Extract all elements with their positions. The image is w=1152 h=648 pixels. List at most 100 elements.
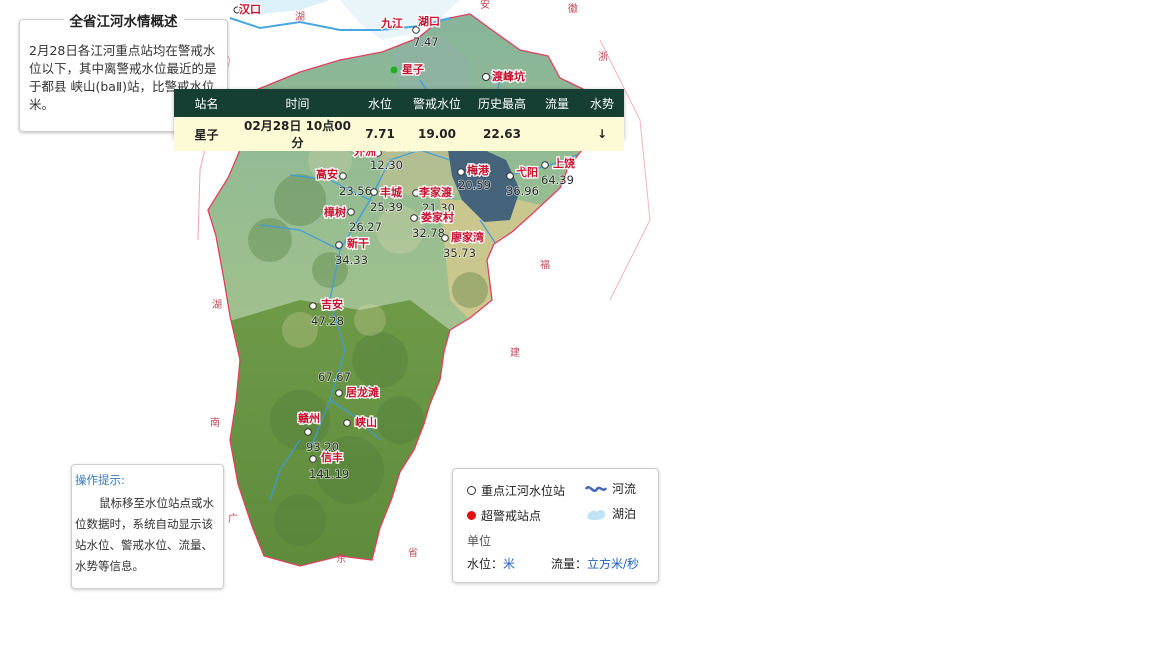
region-label: 湖 [212, 299, 222, 311]
station-dot[interactable] [541, 161, 549, 169]
region-label: 南 [210, 416, 220, 429]
station-7[interactable]: 弋阳 36.96 [505, 164, 540, 199]
region-label: 湖 [295, 11, 305, 23]
station-dot[interactable] [335, 389, 343, 397]
station-17[interactable]: 赣州 93.20 [297, 410, 340, 455]
region-label: 广 [228, 513, 238, 525]
cell-level: 7.71 [356, 117, 404, 151]
station-name[interactable]: 娄家村 [420, 209, 456, 226]
station-level[interactable]: 25.39 [369, 199, 403, 215]
cell-historic-max: 22.63 [470, 117, 534, 151]
header-historic-max: 历史最高 [470, 89, 534, 117]
station-14[interactable]: 67.67 [317, 369, 351, 385]
station-level[interactable]: 7.47 [412, 34, 439, 50]
station-dot[interactable] [347, 208, 355, 216]
station-level[interactable]: 93.20 [305, 439, 339, 455]
overview-title: 全省江河水情概述 [20, 10, 227, 30]
station-level[interactable]: 21.30 [421, 200, 455, 216]
station-dot[interactable] [412, 26, 420, 34]
lake-icon [587, 509, 606, 520]
region-label: 浙 [598, 51, 608, 63]
station-15[interactable]: 居龙滩 [335, 384, 381, 401]
label-jiujiang: 九江 [380, 16, 403, 30]
station-markers[interactable]: 湖口7.47外洲12.3012.32高安23.56丰城25.39李家渡21.30… [297, 13, 577, 482]
station-dot[interactable] [339, 172, 347, 180]
station-level[interactable]: 20.59 [457, 177, 491, 193]
station-dot[interactable] [335, 241, 343, 249]
station-name[interactable]: 居龙滩 [345, 384, 381, 401]
station-16[interactable]: 峡山 [343, 414, 379, 431]
station-name[interactable]: 赣州 [297, 410, 322, 427]
station-level[interactable]: 32.78 [411, 225, 445, 241]
station-name[interactable]: 丰城 [379, 184, 404, 201]
cell-trend: ↓ [580, 117, 624, 151]
station-level[interactable]: 35.73 [442, 245, 476, 261]
legend-alert: 超警戒站点 [467, 507, 541, 524]
station-dot[interactable] [441, 234, 449, 242]
station-name[interactable]: 樟树 [322, 204, 348, 221]
station-name[interactable]: 新干 [346, 235, 371, 252]
station-dot[interactable] [304, 428, 312, 436]
station-name[interactable]: 吉安 [320, 296, 345, 313]
station-dot[interactable] [457, 168, 465, 176]
station-dot[interactable] [343, 419, 351, 427]
legend-flow-unit: 流量： 立方米/秒 [551, 557, 640, 571]
station-name[interactable]: 李家渡 [417, 184, 454, 201]
station-dot[interactable] [309, 455, 317, 463]
region-label: 东 [336, 552, 346, 565]
legend-station: 重点江河水位站 [467, 482, 565, 499]
station-name[interactable]: 梅港 [466, 162, 491, 179]
station-dot[interactable] [309, 302, 317, 310]
cell-station: 星子 [174, 117, 239, 151]
station-level[interactable]: 64.39 [540, 172, 574, 188]
label-dufengkeng[interactable]: 渡峰坑 [491, 68, 527, 85]
station-level[interactable]: 23.56 [338, 183, 372, 199]
header-trend: 水势 [580, 89, 624, 117]
overview-text: 2月28日各江河重点站均在警戒水位以下，其中离警戒水位最近的是于都县 峡山(ba… [29, 43, 217, 112]
station-tooltip: 站名 时间 水位 警戒水位 历史最高 流量 水势 星子 02月28日 10点00… [174, 89, 624, 151]
operation-hint-panel: 操作提示: 鼠标移至水位站点或水位数据时，系统自动显示该站水位、警戒水位、流量、… [71, 464, 224, 589]
station-name[interactable]: 高安 [315, 166, 340, 183]
station-level[interactable]: 34.33 [334, 252, 368, 268]
station-name[interactable]: 信丰 [320, 449, 345, 466]
tooltip-table: 站名 时间 水位 警戒水位 历史最高 流量 水势 星子 02月28日 10点00… [174, 89, 624, 151]
cell-time: 02月28日 10点00分 [239, 117, 356, 151]
station-level[interactable]: 47.28 [310, 313, 344, 329]
station-name[interactable]: 峡山 [354, 414, 379, 431]
station-level[interactable]: 67.67 [317, 369, 351, 385]
header-station: 站名 [174, 89, 239, 117]
station-name[interactable]: 湖口 [417, 13, 442, 30]
legend-level-unit: 水位：米 [467, 557, 516, 571]
station-dot[interactable] [370, 188, 378, 196]
tooltip-data-row: 星子 02月28日 10点00分 7.71 19.00 22.63 ↓ [174, 117, 624, 151]
station-name[interactable]: 弋阳 [515, 164, 540, 181]
station-level[interactable]: 26.27 [348, 219, 382, 235]
region-label: 福 [540, 258, 550, 271]
station-name[interactable]: 廖家湾 [450, 229, 486, 246]
station-level[interactable]: 141.19 [308, 466, 350, 482]
station-dot[interactable] [412, 189, 420, 197]
station-dot[interactable] [506, 172, 514, 180]
legend-lake: 湖泊 [585, 505, 636, 522]
station-dot[interactable] [410, 214, 418, 222]
station-level[interactable]: 12.30 [369, 157, 403, 173]
xingzi-marker[interactable] [390, 66, 398, 74]
cell-alert-level: 19.00 [404, 117, 470, 151]
station-level[interactable]: 36.96 [505, 183, 539, 199]
station-0[interactable]: 湖口 7.47 [412, 13, 442, 50]
station-name[interactable]: 上饶 [552, 155, 577, 172]
tooltip-header-row: 站名 时间 水位 警戒水位 历史最高 流量 水势 [174, 89, 624, 117]
label-xingzi[interactable]: 星子 [401, 62, 426, 78]
hint-text: 鼠标移至水位站点或水位数据时，系统自动显示该站水位、警戒水位、流量、水势等信息。 [75, 496, 214, 573]
